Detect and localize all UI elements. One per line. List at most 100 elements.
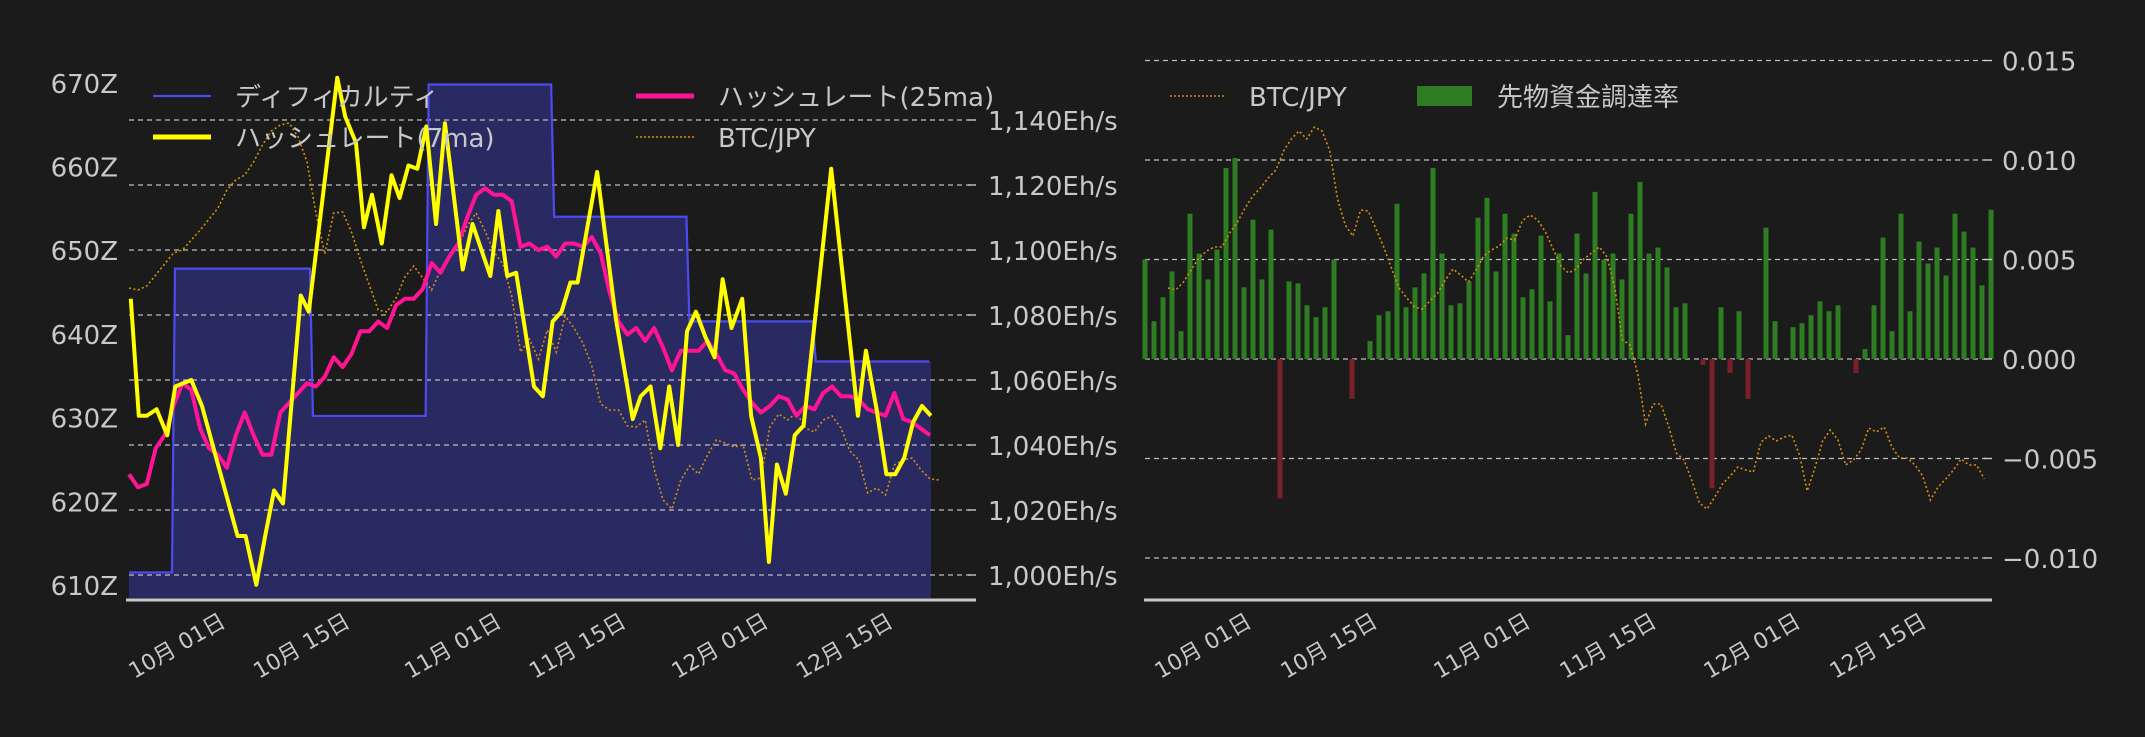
funding-rate-bar <box>1637 181 1643 359</box>
funding-rate-bar <box>1277 359 1283 499</box>
legend-label: ハッシュレート(25ma) <box>718 83 994 113</box>
x-axis-tick-label: 12月 01日 <box>1700 609 1805 684</box>
funding-rate-bar <box>1808 315 1814 359</box>
funding-rate-bar <box>1169 271 1175 359</box>
funding-rate-bar <box>1322 307 1328 359</box>
funding-rate-bar <box>1592 191 1598 359</box>
x-axis-tick-label: 12月 15日 <box>1826 609 1931 684</box>
right-axis-tick-label: 1,120Eh/s <box>988 172 1118 202</box>
left-axis-tick-label: 670Z <box>51 70 118 100</box>
funding-rate-bar <box>1745 359 1751 399</box>
x-axis-tick-label: 10月 15日 <box>249 609 354 684</box>
funding-rate-bar <box>1529 289 1535 359</box>
left-axis-tick-label: 650Z <box>51 237 118 267</box>
funding-rate-bar <box>1394 203 1400 359</box>
funding-rate-bar <box>1502 213 1508 359</box>
funding-rate-bar <box>1979 285 1985 359</box>
funding-rate-bar <box>1511 233 1517 359</box>
funding-rate-bar <box>1385 311 1391 359</box>
x-axis-tick-label: 10月 01日 <box>1151 609 1256 684</box>
funding-rate-bar <box>1475 217 1481 359</box>
right-chart-funding-rate: −0.010 −0.005 0.000 0.005 0.010 0.015 10月 01日 1… <box>1142 48 2098 684</box>
funding-rate-bar <box>1232 158 1238 359</box>
funding-rate-bar <box>1853 359 1859 373</box>
funding-rate-bar <box>1493 271 1499 359</box>
left-axis-tick-label: 630Z <box>51 405 118 435</box>
funding-rate-bar <box>1664 267 1670 359</box>
funding-rate-bar <box>1835 305 1841 359</box>
difficulty-line <box>129 83 930 574</box>
funding-rate-bar <box>1160 297 1166 359</box>
funding-rate-bar <box>1268 229 1274 359</box>
funding-rate-bar <box>1295 283 1301 359</box>
funding-rate-bar <box>1736 311 1742 359</box>
funding-rate-bar <box>1700 359 1706 365</box>
right-axis-tick-label: 0.000 <box>2002 346 2076 376</box>
funding-rate-bar <box>1763 227 1769 359</box>
x-axis-tick-label: 11月 01日 <box>1430 609 1535 684</box>
legend-label: BTC/JPY <box>1249 83 1347 113</box>
x-axis-tick-label: 10月 01日 <box>125 609 230 684</box>
funding-rate-bar <box>1214 249 1220 359</box>
funding-rate-bar <box>1898 213 1904 359</box>
right-axis-tick-label: 1,020Eh/s <box>988 497 1118 527</box>
legend-label: BTC/JPY <box>718 124 816 154</box>
legend-label: ディフィカルティ <box>235 83 439 113</box>
right-axis-tick-label: 1,080Eh/s <box>988 302 1118 332</box>
funding-rate-bar <box>1961 231 1967 359</box>
funding-rate-bar <box>1988 209 1994 359</box>
funding-rate-bar <box>1790 327 1796 359</box>
funding-rate-bar <box>1619 279 1625 359</box>
legend-label: ハッシュレート(7ma) <box>235 124 495 154</box>
funding-rate-bar <box>1223 167 1229 359</box>
funding-rate-bar <box>1376 315 1382 359</box>
funding-rate-bar <box>1196 253 1202 359</box>
funding-rate-bar <box>1421 273 1427 359</box>
x-axis-tick-label: 10月 15日 <box>1277 609 1382 684</box>
x-axis-tick-label: 11月 01日 <box>401 609 506 684</box>
funding-rate-bar <box>1313 317 1319 359</box>
difficulty-area <box>129 84 931 598</box>
funding-rate-bar <box>1907 311 1913 359</box>
funding-rate-bar <box>1646 253 1652 359</box>
funding-rate-bar <box>1862 349 1868 359</box>
funding-rate-bar <box>1241 287 1247 359</box>
right-legend: BTC/JPY 先物資金調達率 <box>1170 83 1679 113</box>
funding-rate-bar <box>1601 259 1607 359</box>
funding-rate-bar <box>1520 297 1526 359</box>
x-axis-tick-label: 11月 15日 <box>525 609 630 684</box>
funding-rate-bar <box>1610 253 1616 359</box>
funding-rate-bar <box>1826 311 1832 359</box>
funding-rate-bar <box>1457 303 1463 359</box>
btcjpy-line <box>128 122 939 511</box>
funding-rate-bar <box>1583 273 1589 359</box>
funding-rate-bar <box>1547 301 1553 359</box>
left-axis-tick-label: 620Z <box>51 488 118 518</box>
funding-rate-bar <box>1304 305 1310 359</box>
funding-rate-bar <box>1925 263 1931 359</box>
funding-rate-bar <box>1286 281 1292 359</box>
funding-rate-bar <box>1718 307 1724 359</box>
funding-rate-bar <box>1799 323 1805 359</box>
right-axis-tick-label: 1,000Eh/s <box>988 562 1118 592</box>
funding-rate-bar <box>1952 213 1958 359</box>
funding-rate-bar <box>1817 301 1823 359</box>
funding-rate-bar <box>1331 259 1337 359</box>
hashrate-25ma-line <box>127 186 932 490</box>
funding-rate-bar <box>1403 307 1409 359</box>
funding-rate-bar <box>1250 219 1256 359</box>
right-axis-tick-label: −0.010 <box>2002 545 2098 575</box>
funding-rate-bar <box>1466 281 1472 359</box>
funding-rate-bar <box>1682 303 1688 359</box>
funding-rate-bar <box>1916 241 1922 359</box>
right-axis-tick-label: 1,040Eh/s <box>988 432 1118 462</box>
right-axis-tick-label: −0.005 <box>2002 446 2098 476</box>
funding-rate-bars <box>1142 158 1994 499</box>
right-axis-tick-label: 1,060Eh/s <box>988 367 1118 397</box>
funding-rate-bar <box>1880 237 1886 359</box>
legend-swatch <box>1417 86 1472 106</box>
x-axis-tick-label: 12月 15日 <box>792 609 897 684</box>
funding-rate-bar <box>1727 359 1733 373</box>
left-legend: ディフィカルティ ハッシュレート(25ma) ハッシュレート(7ma) BTC/JPY <box>153 83 994 154</box>
